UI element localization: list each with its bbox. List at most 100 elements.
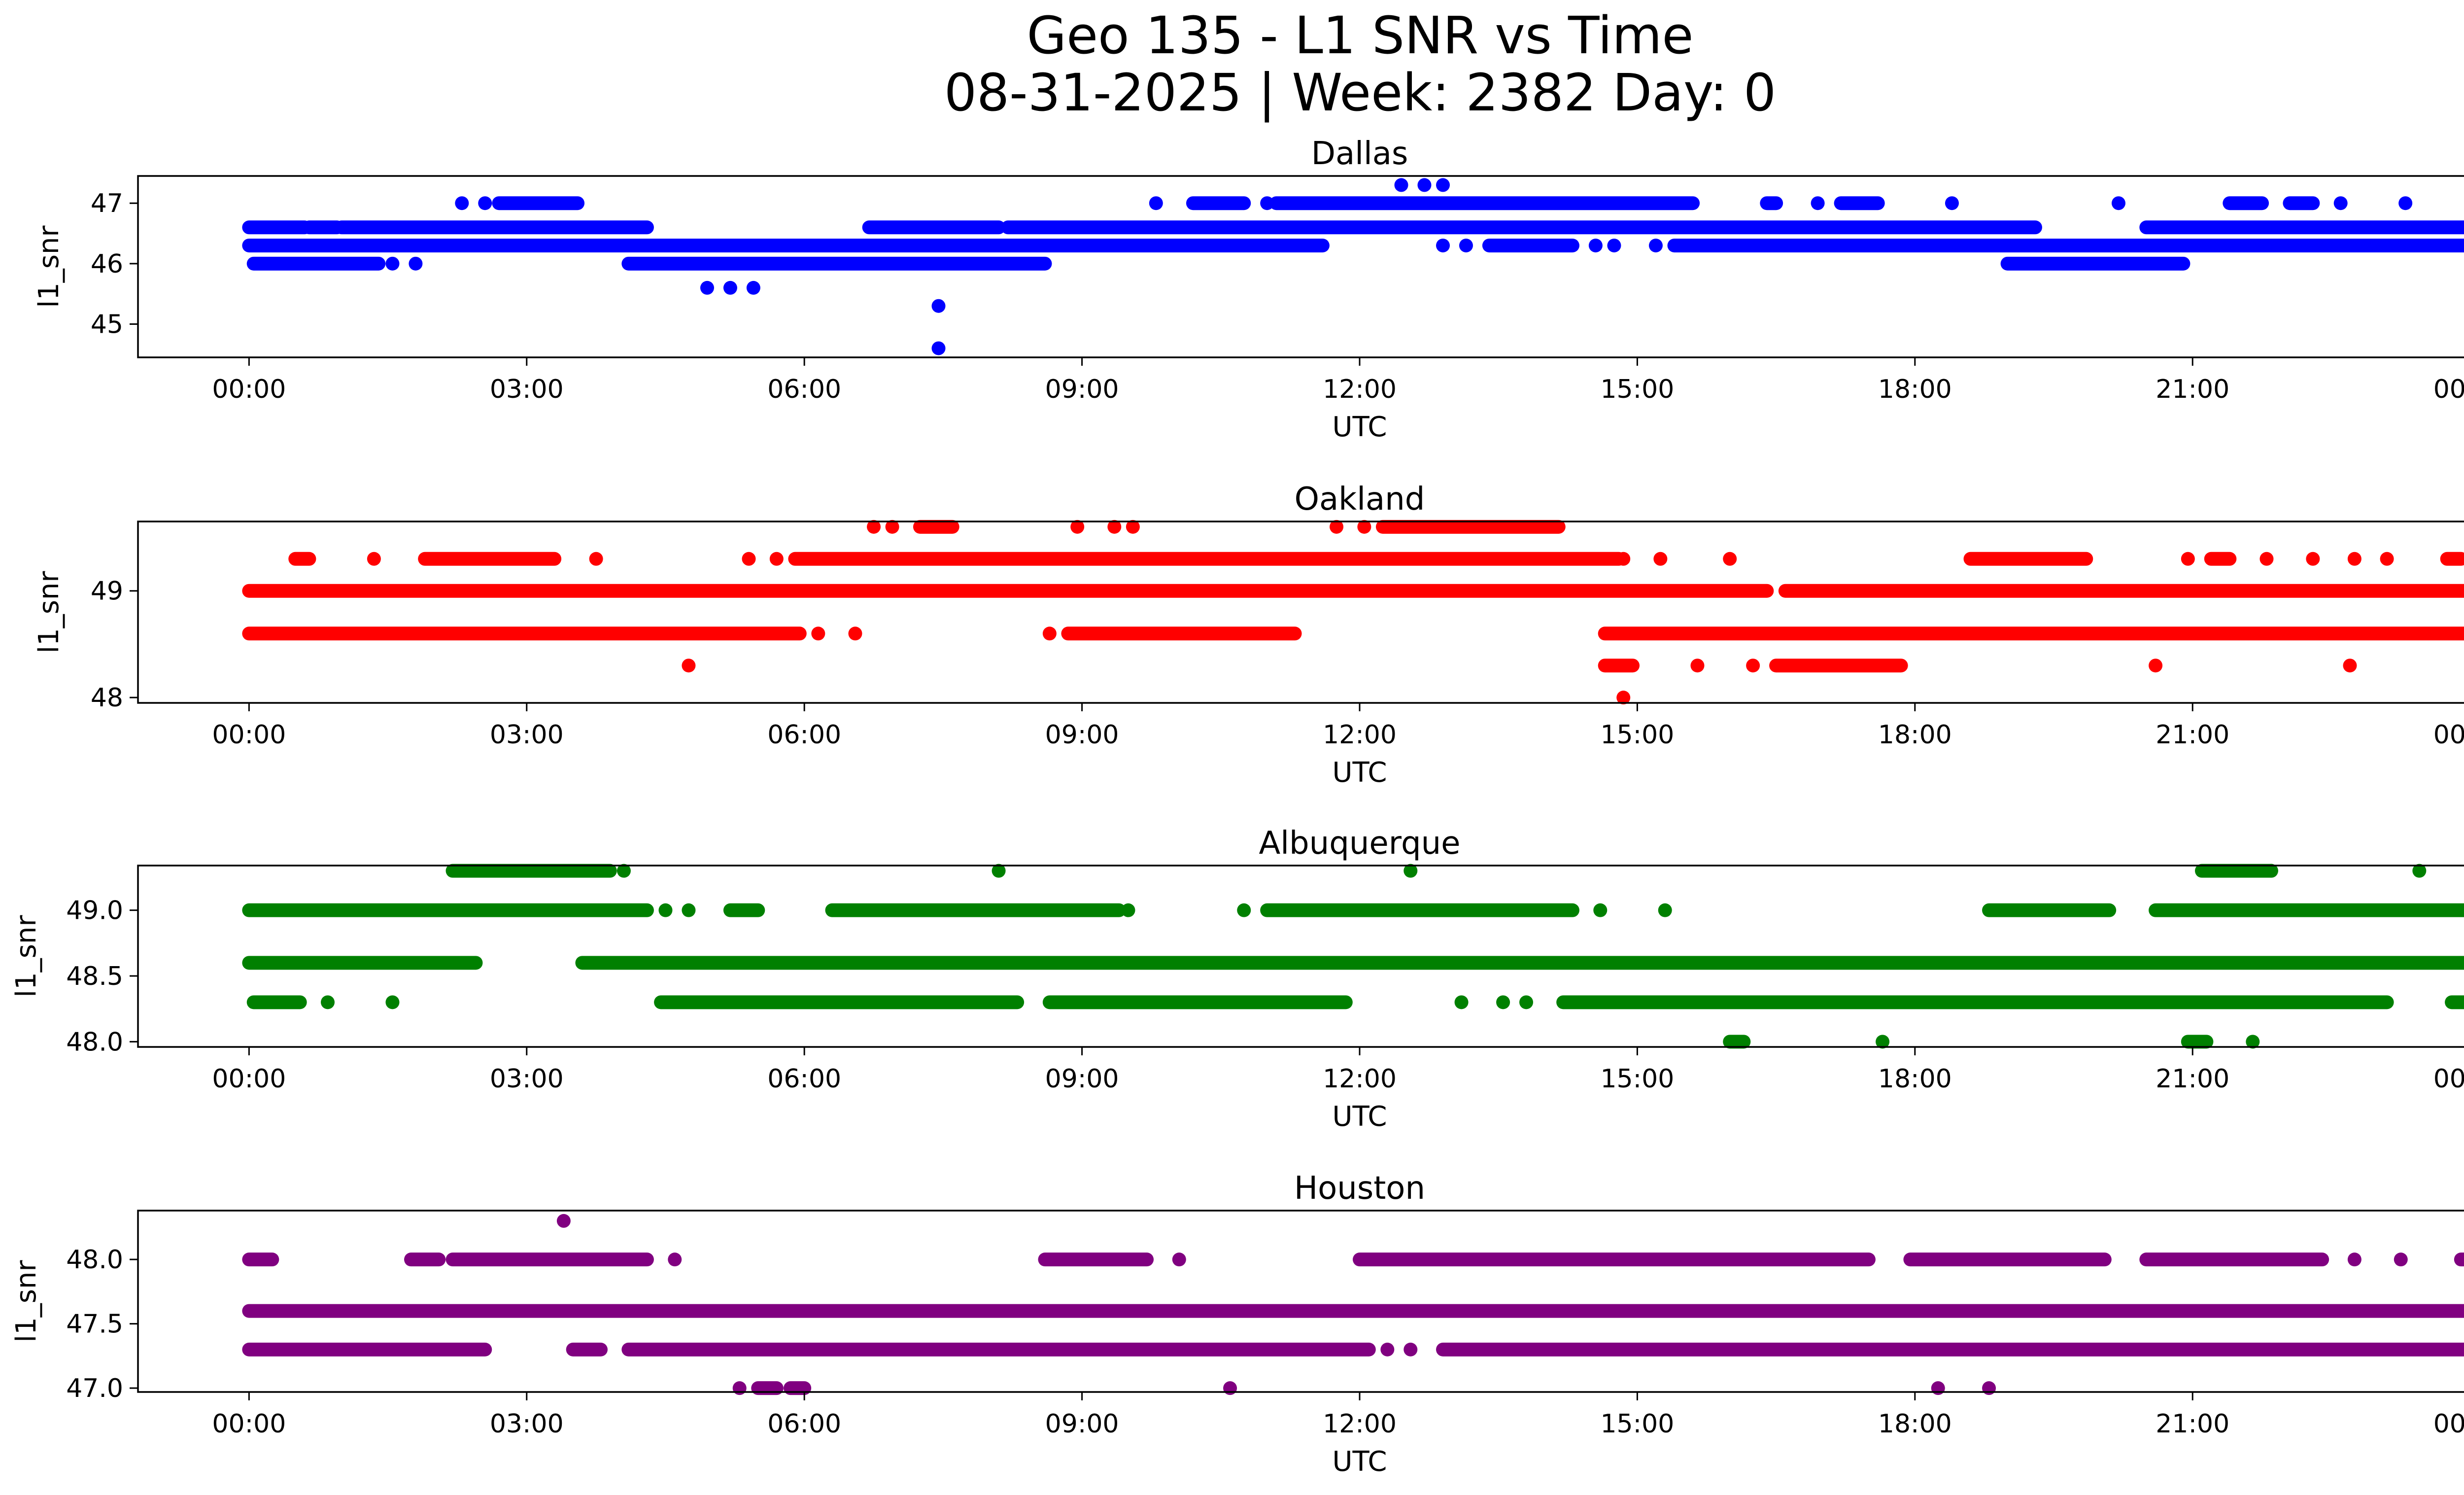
data-point-run (242, 1304, 2464, 1318)
data-point (1380, 1342, 1395, 1356)
y-tick-label: 45 (91, 310, 123, 340)
data-point-run (825, 903, 1126, 917)
y-tick-label: 49.0 (66, 896, 123, 926)
data-point-run (566, 1342, 608, 1356)
data-point-run (492, 196, 585, 210)
data-point-run (1061, 626, 1302, 641)
data-point (1172, 1252, 1186, 1267)
data-point (931, 299, 946, 313)
data-point-run (1667, 239, 2464, 253)
data-point-run (1982, 903, 2117, 917)
data-point (1876, 1035, 1890, 1049)
data-point (1436, 178, 1450, 192)
data-point-run (2139, 1252, 2329, 1267)
x-tick-label: 18:00 (1878, 375, 1952, 404)
y-axis-label: l1_snr (33, 225, 65, 308)
data-point (1403, 864, 1418, 878)
data-point-run (2181, 1035, 2214, 1049)
data-point (1723, 552, 1737, 566)
data-point (2412, 864, 2427, 878)
x-tick-label: 00:00 (212, 1064, 286, 1094)
data-point-run (1834, 196, 1885, 210)
data-point (409, 256, 423, 271)
data-point-run (654, 995, 1025, 1009)
data-point-run (1482, 239, 1579, 253)
data-point (2333, 196, 2348, 210)
data-point (455, 196, 469, 210)
data-point (2380, 552, 2394, 566)
subplot-dallas: Dallas 00:00 03:00 06:00 09:00 12:00 15:00 18:0… (33, 136, 2464, 443)
data-point-run (621, 256, 1052, 271)
data-point-run (621, 1342, 1376, 1356)
data-point (1403, 1342, 1418, 1356)
data-point (723, 280, 737, 295)
scatter-series (242, 178, 2464, 355)
subplot-title: Oakland (1295, 481, 1425, 518)
data-point-run (1903, 1252, 2112, 1267)
data-point-run (242, 903, 654, 917)
x-tick-label: 00:00 (2433, 720, 2464, 750)
x-tick-label: 00:00 (212, 720, 286, 750)
y-tick-label: 49 (91, 577, 123, 606)
data-point (682, 659, 696, 673)
data-point-run (242, 1252, 279, 1267)
x-tick-label: 18:00 (1878, 1064, 1952, 1094)
scatter-series (242, 864, 2464, 1049)
x-tick-label: 00:00 (2433, 1064, 2464, 1094)
x-tick-label: 15:00 (1600, 720, 1674, 750)
data-point-run (288, 552, 316, 566)
data-point-run (2195, 864, 2278, 878)
data-point (931, 341, 946, 355)
data-point (1593, 903, 1608, 917)
x-tick-label: 03:00 (490, 1409, 564, 1439)
data-point (320, 995, 335, 1009)
data-point (1070, 520, 1085, 534)
y-tick-label: 47 (91, 189, 123, 218)
x-tick-label: 12:00 (1323, 1409, 1397, 1439)
data-point-run (723, 903, 765, 917)
data-point (1436, 239, 1450, 253)
data-point (2264, 864, 2278, 878)
data-point-run (242, 956, 483, 970)
data-point (732, 1381, 747, 1395)
data-point (1648, 239, 1663, 253)
data-point (589, 552, 603, 566)
data-point-run (1963, 552, 2093, 566)
axes-frame (137, 521, 2464, 704)
data-point-run (1778, 584, 2464, 598)
y-tick-label: 47.0 (66, 1374, 123, 1403)
data-point (1357, 520, 1371, 534)
data-point-run (242, 626, 807, 641)
data-point (1519, 995, 1534, 1009)
x-tick-label: 09:00 (1045, 375, 1119, 404)
data-point-run (445, 864, 617, 878)
data-point-run (2440, 552, 2464, 566)
data-point (2149, 659, 2163, 673)
subplot-houston: Houston 00:00 03:00 06:00 09:00 12:00 15:00 18:… (10, 1170, 2464, 1478)
subplot-title: Albuquerque (1259, 825, 1460, 862)
data-point (1607, 239, 1621, 253)
x-tick-label: 00:00 (2433, 375, 2464, 404)
data-point-run (242, 239, 1330, 253)
y-tick-label: 47.5 (66, 1310, 123, 1339)
data-point (1042, 626, 1057, 641)
data-point (769, 552, 784, 566)
data-point-run (246, 995, 307, 1009)
x-tick-label: 21:00 (2156, 1409, 2229, 1439)
data-point (700, 280, 714, 295)
data-point (1496, 995, 1510, 1009)
data-point-run (1598, 626, 2464, 641)
data-point (668, 1252, 682, 1267)
x-axis-label: UTC (1332, 1101, 1387, 1133)
data-point (682, 903, 696, 917)
data-point-run (2000, 256, 2190, 271)
data-point-run (404, 1252, 446, 1267)
x-tick-label: 06:00 (767, 720, 841, 750)
x-tick-label: 12:00 (1323, 1064, 1397, 1094)
data-point (2347, 1252, 2361, 1267)
data-point-run (2445, 995, 2464, 1009)
data-point (2259, 552, 2274, 566)
chart-title: Geo 135 - L1 SNR vs Time (1027, 5, 1693, 66)
data-point (742, 552, 756, 566)
data-point (385, 256, 400, 271)
